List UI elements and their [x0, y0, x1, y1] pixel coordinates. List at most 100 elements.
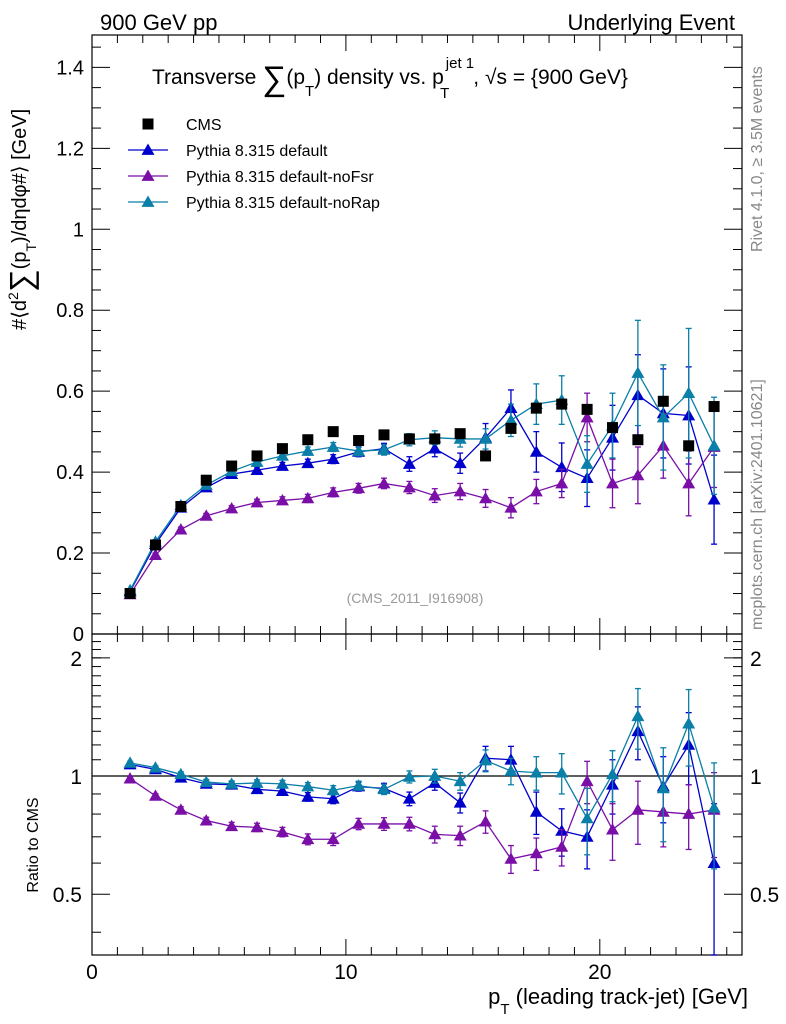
main-point-noRap — [275, 449, 289, 461]
legend-marker-default — [141, 143, 155, 155]
ratio-point-noFsr — [428, 827, 442, 840]
cms-data-point — [353, 435, 365, 447]
analysis-watermark: (CMS_2011_I916908) — [347, 590, 484, 606]
y-tick-label: 0.2 — [56, 543, 84, 565]
ratio-point-noRap — [275, 777, 289, 789]
cms-data-point — [556, 398, 568, 410]
main-point-default — [275, 459, 289, 471]
ratio-point-noRap — [656, 781, 670, 794]
main-point-noRap — [326, 440, 340, 452]
main-point-noRap — [352, 444, 366, 456]
main-panel: 0 0.2 0.4 0.6 0.8 1 1.2 1.4 — [56, 34, 743, 646]
cms-data-point — [226, 460, 238, 472]
cms-data-point — [632, 434, 644, 446]
main-title: Transverse ∑(pT) density vs. pjet 1 T, √s… — [152, 55, 628, 102]
main-point-noRap — [631, 366, 645, 378]
ratio-point-default — [301, 790, 315, 802]
main-point-noFsr — [275, 493, 289, 506]
main-point-default — [428, 442, 442, 454]
ratio-point-noFsr — [326, 832, 340, 845]
main-point-noRap — [656, 410, 670, 423]
main-point-noFsr — [606, 476, 620, 489]
y-tick-label: 2 — [70, 648, 82, 671]
ratio-point-noRap — [707, 801, 721, 813]
y-tick-label: 1.2 — [56, 138, 84, 160]
legend-marker-cms — [142, 118, 154, 130]
main-line-default — [129, 394, 715, 592]
ratio-point-noRap — [377, 782, 391, 795]
cms-data-point — [327, 426, 339, 438]
ratio-point-noFsr — [352, 817, 366, 829]
cms-data-point — [378, 429, 390, 441]
main-point-noFsr — [301, 491, 315, 504]
ratio-point-noRap — [123, 756, 137, 768]
ratio-point-noRap — [301, 780, 315, 792]
main-point-default — [707, 493, 721, 505]
ratio-point-noFsr — [377, 817, 391, 829]
ratio-point-noFsr — [402, 817, 416, 829]
ratio-line-noFsr — [129, 778, 715, 860]
ratio-point-noRap — [606, 767, 620, 780]
main-point-noRap — [707, 439, 721, 451]
ratio-point-default — [529, 805, 543, 817]
y-tick-label: 1.4 — [56, 57, 84, 79]
cms-data-point — [124, 588, 136, 600]
main-point-noFsr — [428, 489, 442, 501]
main-point-default — [402, 457, 416, 469]
ratio-point-noFsr — [275, 825, 289, 837]
main-point-default — [326, 452, 340, 465]
ratio-point-noRap — [148, 761, 162, 773]
x-tick-label: 10 — [334, 961, 357, 984]
main-point-noFsr — [225, 502, 239, 514]
y-tick-label: 0.4 — [56, 462, 84, 484]
ratio-frame — [91, 633, 743, 956]
cms-data-point — [505, 422, 517, 434]
y-tick-label: 0 — [73, 624, 84, 646]
ratio-point-default — [250, 782, 264, 795]
x-axis-label: pT (leading track-jet) [GeV] — [488, 984, 748, 1018]
ratio-point-default — [275, 784, 289, 797]
ratio-point-noRap — [326, 783, 340, 796]
main-point-noFsr — [555, 476, 569, 489]
main-point-noFsr — [479, 491, 493, 504]
main-point-noRap — [377, 443, 391, 455]
rivet-label: Rivet 4.1.0, ≥ 3.5M events — [749, 66, 766, 252]
cms-data-point — [429, 433, 441, 445]
ratio-point-default — [326, 792, 340, 804]
ratio-point-default — [402, 792, 416, 804]
ratio-point-noFsr — [225, 819, 239, 832]
cms-data-point — [530, 402, 542, 414]
y-tick-label: 1 — [70, 766, 82, 789]
main-point-noFsr — [504, 501, 518, 513]
x-tick-label: 20 — [588, 961, 611, 984]
main-point-noFsr — [326, 485, 340, 498]
legend-marker-noFsr — [141, 169, 155, 181]
y-tick-label-right: 1 — [750, 766, 762, 789]
cms-data-point — [657, 395, 669, 407]
ratio-line-noRap — [129, 714, 715, 820]
y-tick-label-right: 2 — [750, 648, 762, 671]
ratio-point-noFsr — [250, 820, 264, 833]
main-point-noRap — [301, 444, 315, 456]
main-point-default — [453, 456, 467, 469]
ratio-point-noFsr — [199, 814, 213, 826]
ratio-point-default — [453, 796, 467, 808]
main-point-noFsr — [352, 481, 366, 494]
y-tick-label: 0.5 — [53, 884, 82, 907]
ratio-point-noRap — [631, 709, 645, 722]
ratio-point-noRap — [504, 764, 518, 776]
main-point-noRap — [504, 413, 518, 426]
ratio-panel: 0 10 20 0.5 0.5 1 1 2 2 — [53, 633, 779, 984]
ratio-point-noFsr — [631, 803, 645, 815]
y-tick-label-right: 0.5 — [750, 884, 779, 907]
cms-data-point — [200, 474, 212, 486]
legend-label-noRap: Pythia 8.315 default-noRap — [186, 195, 380, 212]
main-point-noFsr — [148, 548, 162, 560]
cms-data-point — [175, 501, 187, 513]
ratio-point-noRap — [250, 776, 264, 788]
header-right: Underlying Event — [567, 10, 735, 35]
main-point-noFsr — [377, 476, 391, 489]
mcplots-label: mcplots.cern.ch [arXiv:2401.10621] — [749, 379, 766, 630]
cms-data-point — [480, 450, 492, 462]
legend: CMS Pythia 8.315 default Pythia 8.315 defa… — [128, 117, 380, 212]
